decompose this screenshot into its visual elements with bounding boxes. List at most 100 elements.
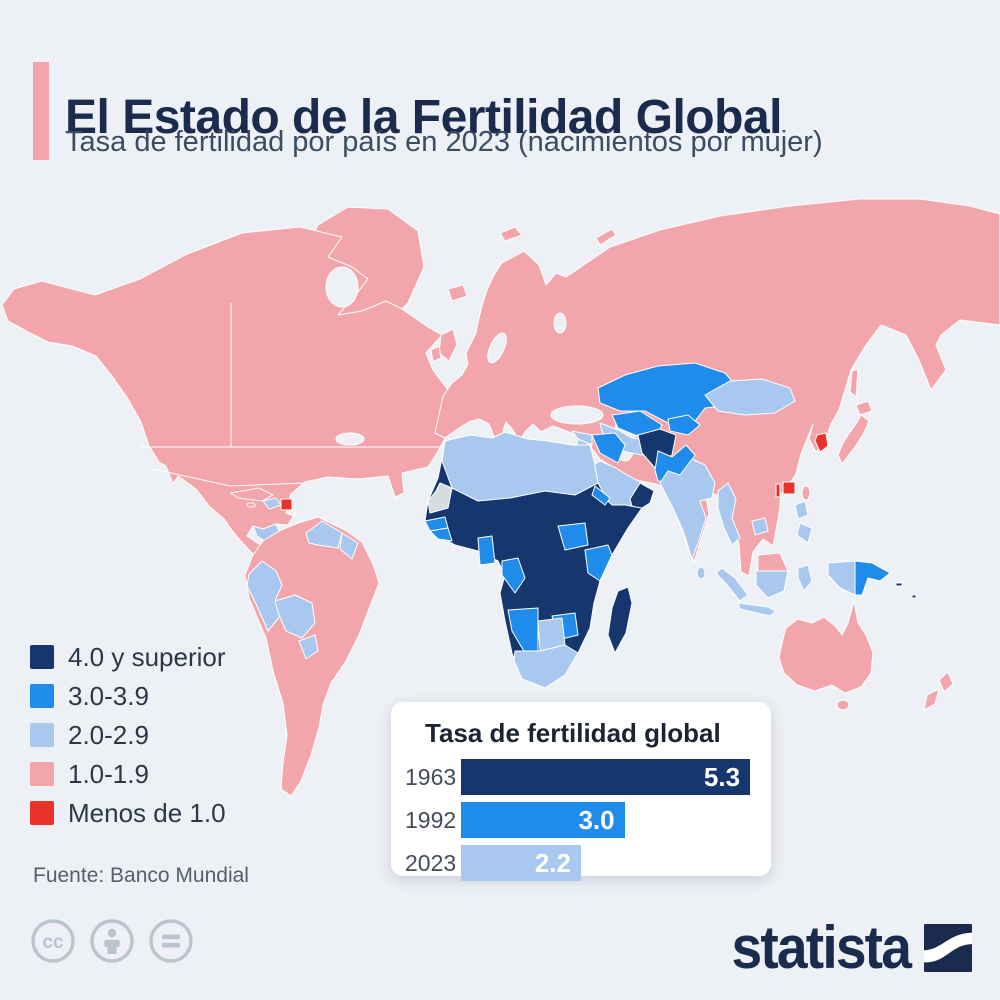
region-novaya-zemlya: [595, 228, 617, 246]
legend-label: 4.0 y superior: [68, 641, 226, 672]
region-puerto-rico-marker: [280, 498, 293, 511]
region-myanmar: [717, 482, 741, 546]
region-new-zealand-south: [923, 688, 940, 711]
license-icons: cc: [30, 918, 194, 964]
black-sea: [550, 405, 604, 425]
region-iraq: [591, 432, 626, 464]
equals-icon[interactable]: [148, 918, 194, 964]
region-madagascar: [607, 586, 633, 654]
region-kenya: [584, 544, 613, 582]
great-lakes: [335, 432, 365, 446]
region-paraguay: [298, 634, 319, 660]
region-sakhalin: [849, 368, 859, 398]
inset-chart-card: Tasa de fertilidad global 1963 5.3 1992 3.0…: [391, 702, 771, 881]
statista-logo[interactable]: statista: [716, 914, 972, 982]
region-philippines-south: [796, 522, 813, 544]
region-borneo-indonesia: [755, 570, 789, 599]
chart-row: 2023 2.2: [405, 845, 771, 881]
chart-year-label: 1963: [405, 763, 457, 790]
map-legend: 4.0 y superior 3.0-3.9 2.0-2.9 1.0-1.9 Menos…: [30, 641, 226, 828]
region-venezuela: [305, 520, 343, 549]
legend-swatch: [30, 684, 54, 708]
region-japan-hokkaido: [855, 400, 873, 416]
legend-swatch: [30, 762, 54, 786]
statista-wordmark: statista: [731, 914, 911, 982]
white-sea: [553, 312, 567, 334]
region-jamaica: [246, 502, 256, 508]
legend-label: Menos de 1.0: [68, 797, 226, 828]
legend-item: 2.0-2.9: [30, 720, 226, 750]
page-title: El Estado de la Fertilidad Global: [65, 91, 782, 145]
legend-label: 3.0-3.9: [68, 680, 149, 711]
legend-swatch: [30, 645, 54, 669]
chart-bar: 5.3: [461, 759, 751, 795]
region-gabon-congo: [501, 557, 526, 594]
region-cambodia: [751, 517, 769, 536]
chart-bar: 3.0: [461, 802, 625, 838]
oceania-and-islands: [715, 552, 954, 711]
chart-year-label: 2023: [405, 849, 457, 876]
chart-year-label: 1992: [405, 806, 457, 833]
africa: [424, 431, 643, 689]
region-philippines: [794, 500, 809, 520]
region-western-sahara: [427, 482, 453, 514]
chart-bar-value: 5.3: [703, 761, 741, 792]
legend-item: Menos de 1.0: [30, 798, 226, 828]
region-south-korea: [814, 432, 829, 453]
region-kyrgyzstan-tajikistan: [667, 414, 701, 436]
region-peru: [246, 560, 283, 632]
region-guyanas: [339, 532, 359, 560]
region-north-africa: [441, 431, 599, 502]
inset-chart-rows: 1963 5.3 1992 3.0 2023 2.2: [405, 759, 771, 881]
region-hong-kong: [782, 481, 796, 495]
legend-item: 3.0-3.9: [30, 681, 226, 711]
region-new-zealand-north: [938, 671, 954, 693]
legend-label: 1.0-1.9: [68, 758, 149, 789]
chart-bar-area: 2.2: [461, 845, 761, 881]
region-taiwan: [801, 485, 811, 501]
region-svalbard: [499, 226, 523, 242]
region-japan-honshu: [837, 414, 870, 465]
region-cuba: [230, 487, 274, 502]
region-sumatra: [715, 567, 749, 602]
region-south-africa: [513, 644, 579, 689]
region-bolivia: [274, 594, 316, 639]
region-borneo-malaysia: [757, 552, 789, 572]
baltic-sea: [487, 332, 507, 364]
region-eritrea: [591, 485, 611, 506]
legend-swatch: [30, 801, 54, 825]
chart-bar-area: 5.3: [461, 759, 761, 795]
legend-swatch: [30, 723, 54, 747]
region-united-kingdom: [438, 328, 458, 362]
region-north-america-mainland: [1, 226, 457, 587]
attribution-person-icon[interactable]: [89, 918, 135, 964]
region-guinea: [429, 527, 453, 542]
statista-logo-mark: [924, 924, 972, 972]
source-note: Fuente: Banco Mundial: [33, 864, 249, 887]
region-ghana: [477, 535, 496, 566]
world-map: [1, 198, 1000, 797]
region-iceland: [447, 284, 468, 302]
page-subtitle: Tasa de fertilidad por país en 2023 (nac…: [65, 126, 823, 158]
region-macau: [775, 483, 781, 498]
region-south-america-mainland: [244, 516, 380, 797]
region-papua-new-guinea: [854, 560, 891, 596]
inset-chart-title: Tasa de fertilidad global: [425, 718, 721, 748]
region-west-papua: [827, 560, 856, 596]
chart-bar: 2.2: [461, 845, 581, 881]
eurasia: [430, 198, 1000, 580]
region-mongolia: [704, 378, 796, 416]
region-ireland: [430, 345, 442, 363]
region-tasmania: [836, 699, 850, 711]
us-mexico-border-line: [152, 468, 304, 487]
chart-bar-area: 3.0: [461, 802, 761, 838]
chart-row: 1992 3.0: [405, 802, 771, 838]
region-australia: [778, 600, 874, 694]
region-sri-lanka: [696, 566, 706, 580]
chart-row: 1963 5.3: [405, 759, 771, 795]
region-java: [737, 602, 777, 617]
cc-icon[interactable]: cc: [30, 918, 76, 964]
region-india: [659, 458, 716, 560]
south-america: [244, 516, 380, 797]
